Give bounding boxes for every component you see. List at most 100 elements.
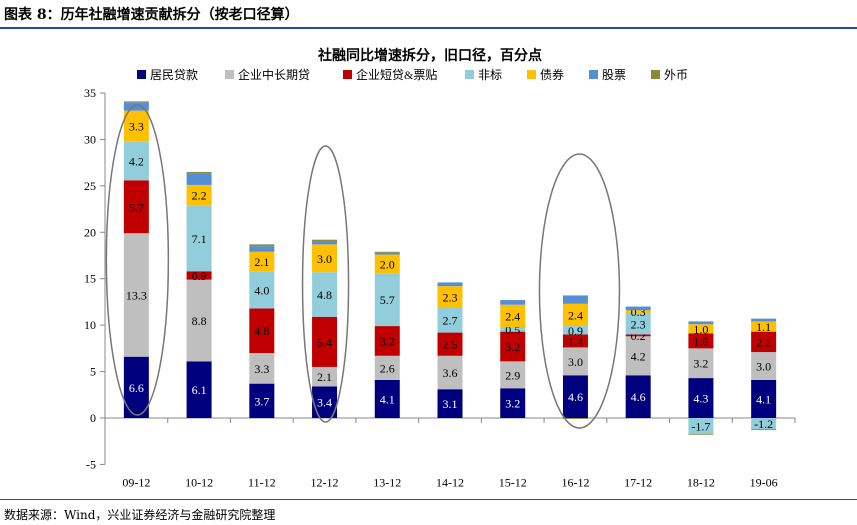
legend-swatch (651, 70, 660, 79)
footer-divider (0, 499, 857, 500)
bar-segment (751, 418, 777, 430)
bar-segment (374, 355, 400, 380)
data-label: 1.6 (693, 334, 708, 348)
bar-segment (249, 271, 275, 309)
bar-segment (186, 279, 212, 362)
data-label: 0.9 (192, 269, 207, 283)
legend-label: 企业中长期贷 (238, 67, 310, 82)
data-label: 3.2 (505, 340, 520, 354)
bar-segment (562, 418, 588, 419)
data-label: 7.1 (192, 232, 207, 246)
bar-segment (312, 241, 338, 245)
highlight-ellipse (301, 145, 350, 423)
bar-segment (751, 379, 777, 418)
data-label: 2.6 (380, 361, 395, 375)
data-label: -1.7 (691, 419, 710, 433)
data-label: 4.2 (631, 349, 646, 363)
legend-label: 居民贷款 (150, 68, 198, 82)
bar-segment (312, 239, 338, 242)
x-tick-label: 16-12 (561, 475, 589, 489)
bar-segment (186, 171, 212, 174)
y-tick-label: 30 (84, 132, 96, 146)
data-label: 4.6 (631, 390, 646, 404)
bar-segment (625, 313, 651, 335)
bar-segment (751, 429, 777, 431)
data-label: 4.8 (254, 324, 269, 338)
bar-segment (688, 348, 714, 379)
bar-segment (437, 332, 463, 356)
data-label: 4.1 (380, 392, 395, 406)
data-label: 3.1 (443, 397, 458, 411)
bar-segment (374, 273, 400, 327)
bar-segment (186, 271, 212, 280)
data-label: 5.7 (129, 200, 144, 214)
legend-swatch (137, 70, 146, 79)
legend-swatch (225, 70, 234, 79)
data-label: 2.4 (505, 309, 520, 323)
bar-segment (186, 205, 212, 272)
bar-segment (751, 321, 777, 332)
x-tick-label: 17-12 (624, 475, 652, 489)
bar-segment (123, 180, 149, 234)
bar-segment (688, 324, 714, 334)
x-tick-label: 13-12 (373, 475, 401, 489)
data-label: 3.2 (380, 334, 395, 348)
legend-label: 外币 (664, 68, 688, 82)
bar-segment (562, 303, 588, 327)
x-tick-label: 10-12 (185, 475, 213, 489)
y-tick-label: -5 (86, 457, 96, 471)
bar-segment (751, 318, 777, 322)
bar-segment (562, 326, 588, 335)
bar-segment (688, 321, 714, 325)
data-label: 5.7 (380, 293, 395, 307)
bar-segment (249, 251, 275, 272)
bar-segment (374, 251, 400, 253)
figure-header: 图表 8：历年社融增速贡献拆分（按老口径算） (4, 7, 299, 23)
data-label: 3.0 (756, 360, 771, 374)
data-label: 3.4 (317, 396, 332, 410)
data-label: 3.2 (505, 397, 520, 411)
bar-segment (625, 306, 651, 311)
header-divider (0, 27, 857, 29)
bar-segment (312, 316, 338, 367)
bar-segment (562, 334, 588, 348)
data-label: 2.5 (443, 338, 458, 352)
data-label: 4.3 (693, 392, 708, 406)
legend-swatch (343, 70, 352, 79)
bar-segment (500, 304, 526, 327)
data-label: 3.6 (443, 366, 458, 380)
bar-segment (249, 246, 275, 252)
data-label: 2.1 (254, 255, 269, 269)
data-label: 6.1 (192, 383, 207, 397)
legend-swatch (527, 70, 536, 79)
bar-segment (123, 110, 149, 142)
bar-segment (562, 295, 588, 304)
data-label: -1.2 (754, 417, 773, 431)
source-note: 数据来源：Wind，兴业证券经济与金融研究院整理 (4, 508, 276, 522)
y-tick-label: 10 (84, 318, 96, 332)
data-label: 2.1 (317, 370, 332, 384)
highlight-ellipse (105, 104, 170, 416)
bar-segment (437, 389, 463, 418)
bar-segment (751, 352, 777, 380)
bar-segment (500, 300, 526, 305)
x-tick-label: 19-06 (750, 475, 778, 489)
bar-segment (500, 361, 526, 389)
bar-segment (437, 282, 463, 287)
data-label: 2.2 (192, 189, 207, 203)
bar-segment (625, 336, 651, 376)
data-label: 1.1 (756, 320, 771, 334)
data-label: 3.3 (129, 119, 144, 133)
bar-segment (688, 333, 714, 349)
y-tick-label: 20 (84, 225, 96, 239)
bar-segment (186, 184, 212, 206)
legend-swatch (465, 70, 474, 79)
data-label: 3.0 (317, 252, 332, 266)
y-tick-label: 5 (90, 365, 96, 379)
x-tick-label: 09-12 (122, 475, 150, 489)
y-tick-label: 25 (84, 179, 96, 193)
data-label: 13.3 (126, 288, 147, 302)
data-label: 3.3 (254, 362, 269, 376)
